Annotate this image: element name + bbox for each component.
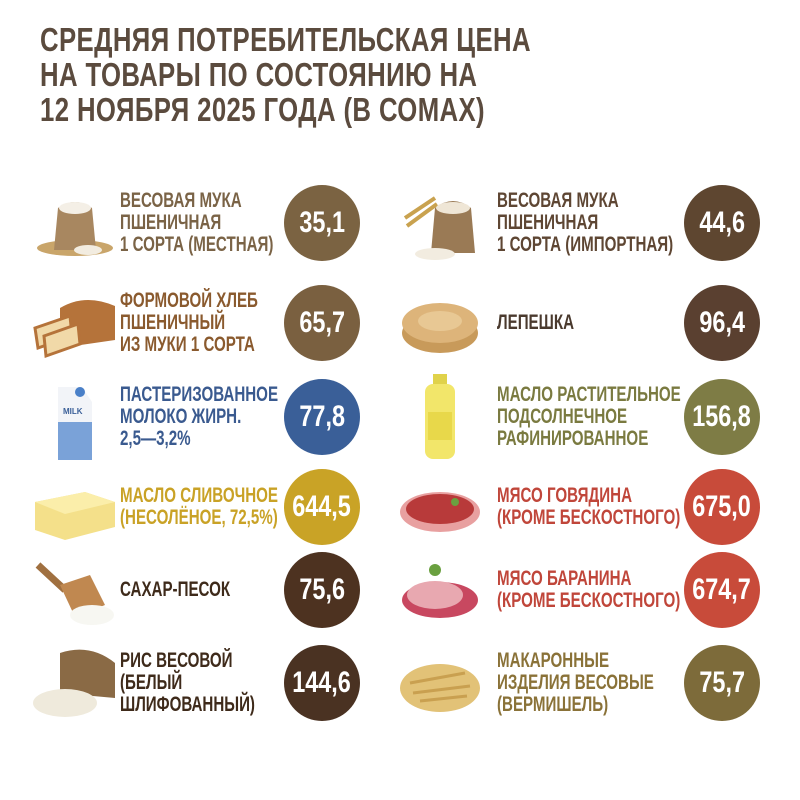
product-name-line: (КРОМЕ БЕСКОСТНОГО) bbox=[497, 589, 681, 612]
rice-sack-icon bbox=[33, 649, 115, 717]
product-name-line: ПШЕНИЧНАЯ bbox=[120, 211, 222, 234]
price-badge: 35,1 bbox=[284, 185, 360, 261]
price-value: 77,8 bbox=[299, 400, 345, 433]
price-value: 644,5 bbox=[292, 490, 352, 523]
product-name-line: ЛЕПЕШКА bbox=[497, 311, 574, 334]
price-item: MILK ПАСТЕРИЗОВАННОЕ МОЛОКО ЖИРН. 2,5—3,2% 7… bbox=[30, 372, 400, 462]
price-badge: 77,8 bbox=[284, 379, 360, 455]
title-line: НА ТОВАРЫ ПО СОСТОЯНИЮ НА bbox=[40, 56, 478, 93]
product-name-line: (КРОМЕ БЕСКОСТНОГО) bbox=[497, 506, 681, 529]
beef-icon bbox=[400, 492, 480, 532]
price-badge: 675,0 bbox=[684, 469, 760, 545]
product-name: ВЕСОВАЯ МУКА ПШЕНИЧНАЯ 1 СОРТА (МЕСТНАЯ) bbox=[120, 190, 273, 256]
product-name: САХАР-ПЕСОК bbox=[120, 579, 230, 601]
product-name-line: 2,5—3,2% bbox=[120, 427, 191, 450]
product-name-line: ШЛИФОВАННЫЙ) bbox=[120, 693, 255, 716]
price-badge: 144,6 bbox=[284, 645, 360, 721]
price-item: ВЕСОВАЯ МУКА ПШЕНИЧНАЯ 1 СОРТА (МЕСТНАЯ) 35… bbox=[30, 178, 400, 268]
product-name-line: ВЕСОВАЯ МУКА bbox=[120, 189, 242, 212]
mutton-icon bbox=[402, 564, 478, 618]
pasta-icon bbox=[400, 664, 480, 712]
product-name: РИС ВЕСОВОЙ (БЕЛЫЙ ШЛИФОВАННЫЙ) bbox=[120, 650, 255, 716]
product-name-line: ИЗ МУКИ 1 СОРТА bbox=[120, 333, 255, 356]
product-name: МАСЛО СЛИВОЧНОЕ (НЕСОЛЁНОЕ, 72,5%) bbox=[120, 485, 278, 529]
price-badge: 644,5 bbox=[284, 469, 360, 545]
title-line: СРЕДНЯЯ ПОТРЕБИТЕЛЬСКАЯ ЦЕНА bbox=[40, 21, 532, 58]
product-name-line: ВЕСОВАЯ МУКА bbox=[497, 189, 619, 212]
product-name-line: МЯСО ГОВЯДИНА bbox=[497, 484, 632, 507]
price-item: ВЕСОВАЯ МУКА ПШЕНИЧНАЯ 1 СОРТА (ИМПОРТНАЯ)… bbox=[395, 178, 765, 268]
product-name-line: ПШЕНИЧНЫЙ bbox=[120, 311, 226, 334]
product-name-line: МАСЛО РАСТИТЕЛЬНОЕ bbox=[497, 383, 681, 406]
price-badge: 65,7 bbox=[284, 285, 360, 361]
page-title: СРЕДНЯЯ ПОТРЕБИТЕЛЬСКАЯ ЦЕНА НА ТОВАРЫ П… bbox=[40, 22, 531, 127]
price-value: 75,7 bbox=[699, 666, 745, 699]
product-name-line: МАСЛО СЛИВОЧНОЕ bbox=[120, 484, 278, 507]
oil-bottle-icon bbox=[425, 374, 455, 459]
price-badge: 44,6 bbox=[684, 185, 760, 261]
price-item: ЛЕПЕШКА 96,4 bbox=[395, 278, 765, 368]
product-name: ЛЕПЕШКА bbox=[497, 312, 574, 334]
bread-loaf-icon bbox=[33, 299, 115, 359]
product-name-line: 1 СОРТА (МЕСТНАЯ) bbox=[120, 233, 274, 256]
product-name-line: ИЗДЕЛИЯ ВЕСОВЫЕ bbox=[497, 671, 654, 694]
product-name-line: ПШЕНИЧНАЯ bbox=[497, 211, 599, 234]
price-item: МАСЛО РАСТИТЕЛЬНОЕ ПОДСОЛНЕЧНОЕ РАФИНИРОВА… bbox=[395, 372, 765, 462]
product-name-line: РИС ВЕСОВОЙ bbox=[120, 649, 233, 672]
price-badge: 75,6 bbox=[284, 552, 360, 628]
product-name-line: 1 СОРТА (ИМПОРТНАЯ) bbox=[497, 233, 674, 256]
price-badge: 674,7 bbox=[684, 552, 760, 628]
product-name: ФОРМОВОЙ ХЛЕБ ПШЕНИЧНЫЙ ИЗ МУКИ 1 СОРТА bbox=[120, 290, 258, 356]
price-item: МЯСО ГОВЯДИНА (КРОМЕ БЕСКОСТНОГО) 675,0 bbox=[395, 462, 765, 552]
price-badge: 96,4 bbox=[684, 285, 760, 361]
product-name-line: РАФИНИРОВАННОЕ bbox=[497, 427, 649, 450]
price-value: 75,6 bbox=[299, 573, 345, 606]
product-name-line: МАКАРОННЫЕ bbox=[497, 649, 610, 672]
product-name-line: ПАСТЕРИЗОВАННОЕ bbox=[120, 383, 279, 406]
product-name: МЯСО БАРАНИНА (КРОМЕ БЕСКОСТНОГО) bbox=[497, 568, 680, 612]
product-name-line: МЯСО БАРАНИНА bbox=[497, 567, 632, 590]
sugar-scoop-icon bbox=[35, 562, 114, 625]
product-name: МАСЛО РАСТИТЕЛЬНОЕ ПОДСОЛНЕЧНОЕ РАФИНИРОВА… bbox=[497, 384, 681, 450]
price-badge: 75,7 bbox=[684, 645, 760, 721]
title-line: 12 НОЯБРЯ 2025 ГОДА (В СОМАХ) bbox=[40, 91, 486, 128]
product-name-line: САХАР-ПЕСОК bbox=[120, 578, 231, 601]
product-name-line: ПОДСОЛНЕЧНОЕ bbox=[497, 405, 628, 428]
product-name-line: МОЛОКО ЖИРН. bbox=[120, 405, 242, 428]
svg-text:MILK: MILK bbox=[63, 407, 83, 416]
butter-icon bbox=[35, 492, 115, 540]
price-value: 65,7 bbox=[299, 306, 345, 339]
price-item: МЯСО БАРАНИНА (КРОМЕ БЕСКОСТНОГО) 674,7 bbox=[395, 545, 765, 635]
product-name-line: (ВЕРМИШЕЛЬ) bbox=[497, 693, 609, 716]
price-item: ФОРМОВОЙ ХЛЕБ ПШЕНИЧНЫЙ ИЗ МУКИ 1 СОРТА 65,… bbox=[30, 278, 400, 368]
price-item: РИС ВЕСОВОЙ (БЕЛЫЙ ШЛИФОВАННЫЙ) 144,6 bbox=[30, 638, 400, 728]
product-name-line: ФОРМОВОЙ ХЛЕБ bbox=[120, 289, 258, 312]
flour-sack-icon bbox=[37, 202, 113, 256]
milk-carton-icon: MILK bbox=[58, 387, 92, 460]
price-value: 144,6 bbox=[292, 666, 352, 699]
flatbread-icon bbox=[402, 303, 478, 353]
product-name: МАКАРОННЫЕ ИЗДЕЛИЯ ВЕСОВЫЕ (ВЕРМИШЕЛЬ) bbox=[497, 650, 654, 716]
price-value: 156,8 bbox=[692, 400, 752, 433]
product-name-line: (БЕЛЫЙ bbox=[120, 671, 183, 694]
product-name: МЯСО ГОВЯДИНА (КРОМЕ БЕСКОСТНОГО) bbox=[497, 485, 680, 529]
price-value: 674,7 bbox=[692, 573, 752, 606]
flour-sack-wheat-icon bbox=[403, 196, 475, 260]
product-name-line: (НЕСОЛЁНОЕ, 72,5%) bbox=[120, 506, 278, 529]
product-name: ПАСТЕРИЗОВАННОЕ МОЛОКО ЖИРН. 2,5—3,2% bbox=[120, 384, 278, 450]
price-item: САХАР-ПЕСОК 75,6 bbox=[30, 545, 400, 635]
price-value: 96,4 bbox=[699, 306, 745, 339]
price-value: 35,1 bbox=[299, 206, 345, 239]
price-item: МАКАРОННЫЕ ИЗДЕЛИЯ ВЕСОВЫЕ (ВЕРМИШЕЛЬ) 75,7 bbox=[395, 638, 765, 728]
price-value: 675,0 bbox=[692, 490, 752, 523]
product-name: ВЕСОВАЯ МУКА ПШЕНИЧНАЯ 1 СОРТА (ИМПОРТНАЯ) bbox=[497, 190, 673, 256]
price-value: 44,6 bbox=[699, 206, 745, 239]
price-item: МАСЛО СЛИВОЧНОЕ (НЕСОЛЁНОЕ, 72,5%) 644,5 bbox=[30, 462, 400, 552]
price-badge: 156,8 bbox=[684, 379, 760, 455]
